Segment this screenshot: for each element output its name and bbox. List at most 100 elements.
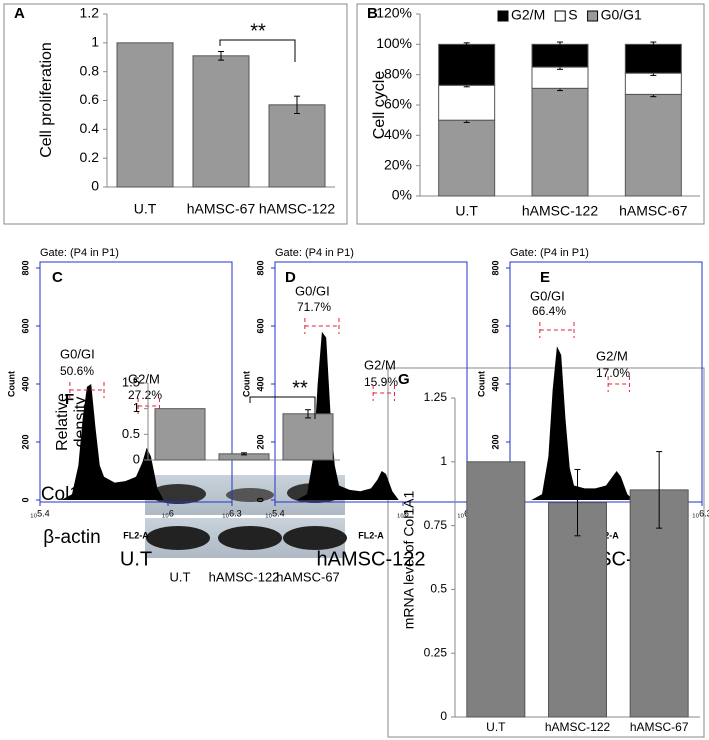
x-axis-label: FL2-A [358, 530, 384, 540]
significance-bracket [219, 39, 296, 62]
y-tick-label: 60% [384, 96, 412, 112]
gate-marker [539, 322, 575, 338]
caption: hAMSC-122 [317, 548, 426, 570]
bar [466, 461, 526, 718]
y-tick-label: 800 [255, 260, 265, 275]
legend-swatch [497, 10, 509, 22]
x-tick-label: hAMSC-122 [522, 203, 598, 219]
bar-segment [624, 72, 682, 95]
panel-frame [356, 3, 705, 225]
x-tick-label: hAMSC-67 [619, 203, 688, 219]
legend-label: G2/M [511, 7, 545, 23]
peak-annotation: G0/GI [60, 346, 95, 361]
y-tick-label: 0.5 [430, 582, 447, 596]
x-tick-label: ₁₀6.3 [222, 508, 241, 518]
y-tick-label: 800 [490, 260, 500, 275]
x-tick-label: ₁₀5.4 [30, 508, 49, 518]
y-tick-label: 1.5 [122, 374, 140, 389]
peak-annotation: 71.7% [297, 300, 331, 314]
x-tick-label: ₁₀6 [162, 508, 174, 518]
peak-annotation: 27.2% [128, 388, 162, 402]
y-tick-label: 0.4 [80, 120, 100, 136]
y-axis-label: density [72, 397, 89, 448]
bar-segment [438, 119, 496, 197]
bar [548, 502, 607, 718]
y-tick-label: 1 [440, 454, 447, 468]
y-tick-label: 20% [384, 156, 412, 172]
y-tick-label: 120% [376, 5, 412, 21]
x-tick-label: hAMSC-67 [276, 569, 340, 584]
bar-segment [438, 43, 496, 86]
x-tick-label: U.T [455, 203, 478, 219]
x-tick-label: ₁₀6.3 [692, 508, 709, 518]
gate-title: Gate: (P4 in P1) [510, 247, 589, 259]
blot-label: Col1A1 [41, 484, 103, 505]
panel-label: B [367, 5, 378, 22]
y-tick-label: 200 [20, 434, 30, 449]
x-axis-label: FL2-A [123, 530, 149, 540]
y-tick-label: 0 [440, 709, 447, 723]
y-axis-label: Count [476, 371, 486, 397]
y-tick-label: 0.2 [80, 149, 100, 165]
y-tick-label: 0.25 [424, 645, 448, 659]
bar [192, 55, 250, 188]
y-tick-label: 600 [255, 318, 265, 333]
peak-annotation: 17.0% [596, 366, 630, 380]
y-tick-label: 0.6 [80, 91, 100, 107]
bar [268, 104, 326, 188]
x-tick-label: hAMSC-67 [630, 720, 689, 734]
x-tick-label: U.T [170, 569, 191, 584]
bar [154, 408, 206, 461]
peak-annotation: 50.6% [60, 364, 94, 378]
plot-frame [509, 261, 703, 503]
y-axis-label: Count [6, 371, 16, 397]
panel-frame [3, 3, 348, 225]
y-tick-label: 1.2 [80, 5, 100, 21]
gate-marker [372, 385, 395, 401]
y-tick-label: 0 [255, 497, 265, 502]
panel-label: A [14, 5, 25, 22]
y-tick-label: 400 [255, 376, 265, 391]
caption: U.T [120, 548, 152, 570]
panel-label: G [398, 371, 410, 388]
blot-label: β-actin [43, 527, 100, 548]
histogram [531, 346, 634, 500]
x-tick-label: U.T [134, 201, 157, 217]
y-tick-label: 100% [376, 35, 412, 51]
x-tick-label: ₁₀6 [397, 508, 409, 518]
y-tick-label: 80% [384, 65, 412, 81]
y-tick-label: 0 [91, 178, 99, 194]
y-axis-label: Relative [54, 393, 71, 451]
gate-title: Gate: (P4 in P1) [40, 247, 119, 259]
bar-segment [531, 43, 589, 68]
bar-segment [624, 43, 682, 74]
y-axis-label: Cell cycle [371, 71, 388, 140]
legend-swatch [554, 10, 566, 22]
legend-label: S [568, 7, 577, 23]
y-tick-label: 600 [20, 318, 30, 333]
y-tick-label: 0.8 [80, 62, 100, 78]
histogram [61, 384, 164, 500]
y-tick-label: 0.5 [122, 426, 140, 441]
gate-marker [137, 398, 160, 414]
peak-annotation: G2/M [128, 371, 160, 386]
y-tick-label: 0 [133, 451, 140, 466]
x-tick-label: hAMSC-67 [187, 201, 256, 217]
y-axis-label: Cell proliferation [38, 42, 55, 158]
y-tick-label: 800 [20, 260, 30, 275]
y-tick-label: 1.25 [424, 390, 448, 404]
peak-annotation: G0/GI [530, 288, 565, 303]
gate-marker [607, 376, 630, 392]
peak-annotation: G2/M [596, 348, 628, 363]
y-tick-label: 1 [133, 400, 140, 415]
bar [282, 413, 334, 461]
peak-annotation: G2/M [364, 357, 396, 372]
bar-segment [531, 87, 589, 197]
peak-annotation: 66.4% [532, 304, 566, 318]
significance: ** [292, 377, 308, 399]
legend-swatch [587, 10, 599, 22]
panel-label: F [65, 391, 74, 408]
x-tick-label: hAMSC-122 [259, 201, 335, 217]
y-tick-label: 0.75 [424, 518, 448, 532]
